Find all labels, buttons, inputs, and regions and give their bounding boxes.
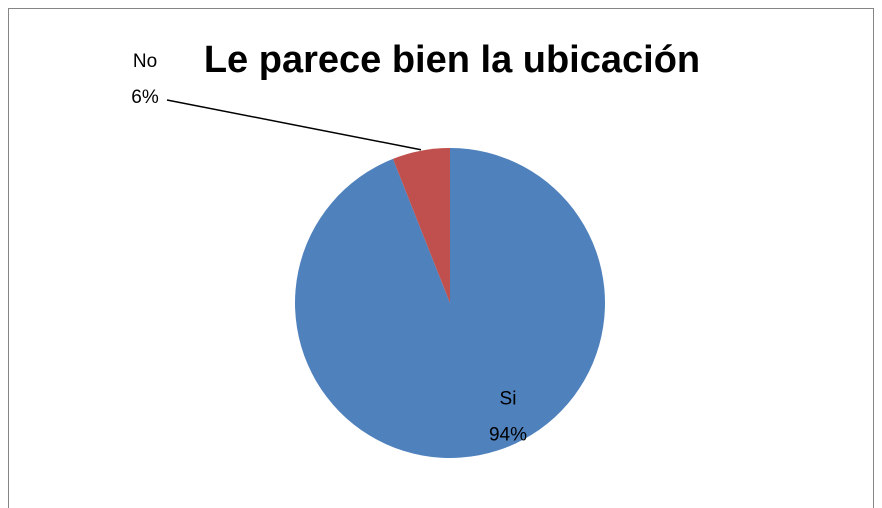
- pie-slice: [392, 148, 450, 303]
- pie-slice: [294, 148, 605, 458]
- data-label-name: No: [133, 51, 157, 72]
- data-label-value: 6%: [131, 87, 159, 108]
- data-label-value: 94%: [489, 424, 527, 445]
- data-label-name: Si: [500, 388, 517, 409]
- leader-line: [166, 99, 422, 151]
- chart-title: Le parece bien la ubicación: [204, 39, 700, 81]
